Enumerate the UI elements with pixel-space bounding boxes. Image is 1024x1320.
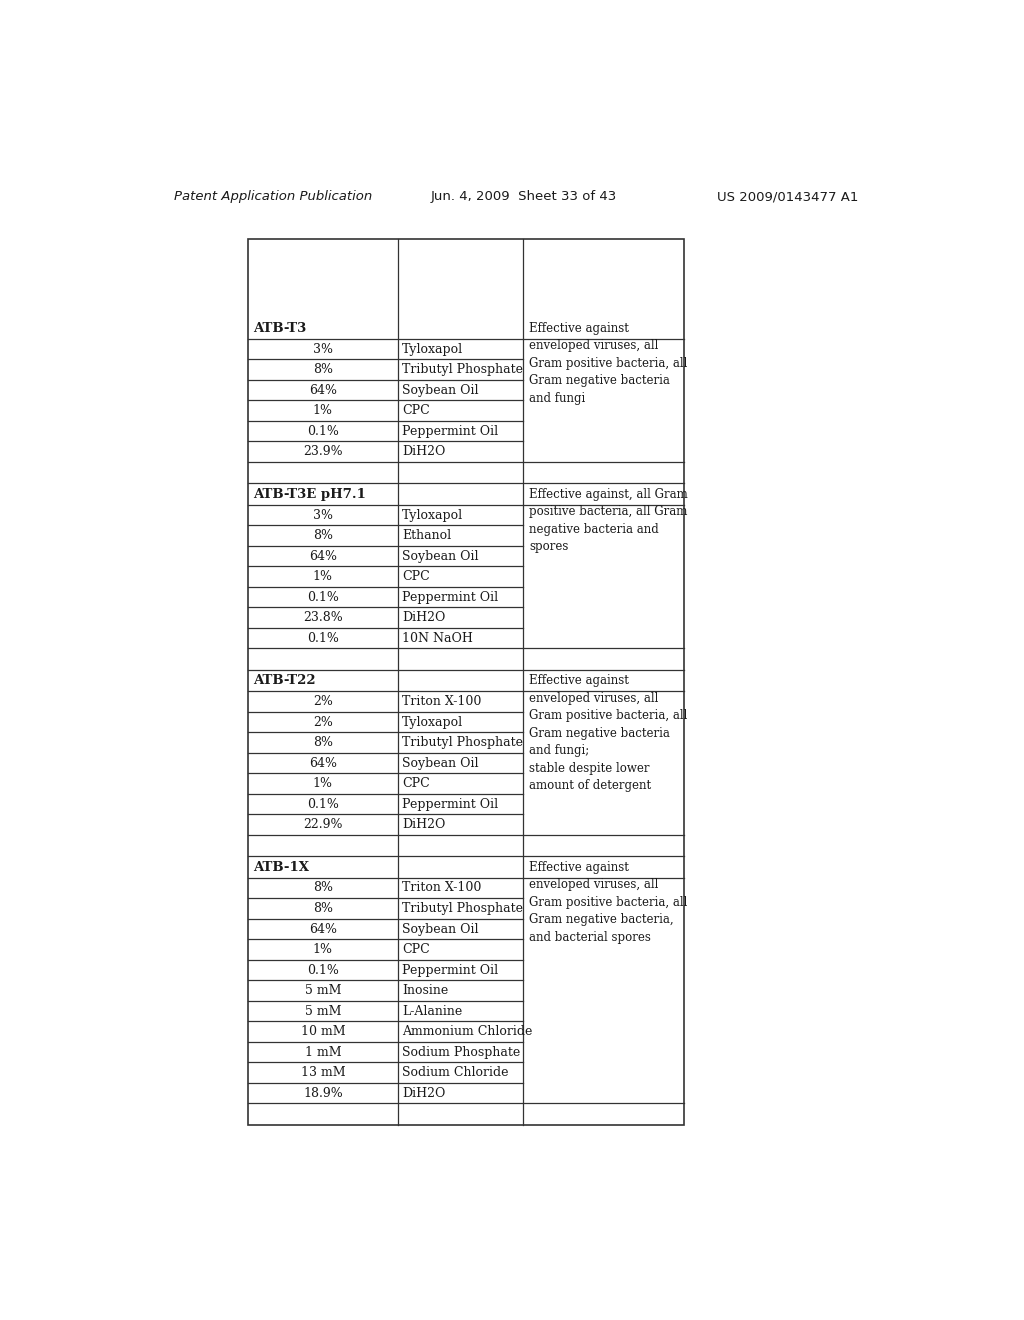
Text: Peppermint Oil: Peppermint Oil bbox=[402, 964, 499, 977]
Text: 1 mM: 1 mM bbox=[304, 1045, 341, 1059]
Text: 3%: 3% bbox=[313, 343, 333, 355]
Text: 64%: 64% bbox=[309, 549, 337, 562]
Text: Triton X-100: Triton X-100 bbox=[402, 696, 481, 708]
Bar bbox=[248, 239, 684, 1125]
Text: Soybean Oil: Soybean Oil bbox=[402, 756, 479, 770]
Text: CPC: CPC bbox=[402, 777, 430, 791]
Text: Jun. 4, 2009  Sheet 33 of 43: Jun. 4, 2009 Sheet 33 of 43 bbox=[430, 190, 616, 203]
Text: 2%: 2% bbox=[313, 696, 333, 708]
Text: Triton X-100: Triton X-100 bbox=[402, 882, 481, 895]
Text: DiH2O: DiH2O bbox=[402, 1086, 445, 1100]
Text: 8%: 8% bbox=[313, 363, 333, 376]
Text: 8%: 8% bbox=[313, 882, 333, 895]
Text: CPC: CPC bbox=[402, 570, 430, 583]
Text: 8%: 8% bbox=[313, 902, 333, 915]
Text: Sodium Chloride: Sodium Chloride bbox=[402, 1067, 509, 1078]
Text: Tributyl Phosphate: Tributyl Phosphate bbox=[402, 902, 523, 915]
Text: 10 mM: 10 mM bbox=[301, 1026, 345, 1038]
Text: 1%: 1% bbox=[313, 570, 333, 583]
Text: DiH2O: DiH2O bbox=[402, 818, 445, 832]
Text: 0.1%: 0.1% bbox=[307, 964, 339, 977]
Text: 0.1%: 0.1% bbox=[307, 631, 339, 644]
Text: Peppermint Oil: Peppermint Oil bbox=[402, 590, 499, 603]
Text: CPC: CPC bbox=[402, 404, 430, 417]
Text: 64%: 64% bbox=[309, 756, 337, 770]
Text: 5 mM: 5 mM bbox=[305, 983, 341, 997]
Text: ATB-T22: ATB-T22 bbox=[253, 675, 315, 686]
Text: 3%: 3% bbox=[313, 508, 333, 521]
Text: Peppermint Oil: Peppermint Oil bbox=[402, 425, 499, 438]
Text: Inosine: Inosine bbox=[402, 983, 449, 997]
Text: 22.9%: 22.9% bbox=[303, 818, 343, 832]
Text: 1%: 1% bbox=[313, 942, 333, 956]
Text: Ethanol: Ethanol bbox=[402, 529, 452, 543]
Text: Soybean Oil: Soybean Oil bbox=[402, 923, 479, 936]
Text: CPC: CPC bbox=[402, 942, 430, 956]
Text: 64%: 64% bbox=[309, 923, 337, 936]
Text: 64%: 64% bbox=[309, 384, 337, 396]
Text: DiH2O: DiH2O bbox=[402, 611, 445, 624]
Text: Tributyl Phosphate: Tributyl Phosphate bbox=[402, 363, 523, 376]
Text: Tyloxapol: Tyloxapol bbox=[402, 715, 464, 729]
Text: US 2009/0143477 A1: US 2009/0143477 A1 bbox=[717, 190, 858, 203]
Text: 8%: 8% bbox=[313, 737, 333, 748]
Text: ATB-T3E pH7.1: ATB-T3E pH7.1 bbox=[253, 487, 366, 500]
Text: Effective against
enveloped viruses, all
Gram positive bacteria, all
Gram negati: Effective against enveloped viruses, all… bbox=[529, 675, 688, 792]
Text: DiH2O: DiH2O bbox=[402, 445, 445, 458]
Text: 8%: 8% bbox=[313, 529, 333, 543]
Text: 0.1%: 0.1% bbox=[307, 425, 339, 438]
Text: 23.9%: 23.9% bbox=[303, 445, 343, 458]
Text: Tyloxapol: Tyloxapol bbox=[402, 343, 464, 355]
Text: ATB-1X: ATB-1X bbox=[253, 861, 309, 874]
Text: 18.9%: 18.9% bbox=[303, 1086, 343, 1100]
Text: Soybean Oil: Soybean Oil bbox=[402, 384, 479, 396]
Text: 1%: 1% bbox=[313, 777, 333, 791]
Text: 10N NaOH: 10N NaOH bbox=[402, 631, 473, 644]
Text: Tyloxapol: Tyloxapol bbox=[402, 508, 464, 521]
Text: Effective against, all Gram
positive bacteria, all Gram
negative bacteria and
sp: Effective against, all Gram positive bac… bbox=[529, 488, 688, 553]
Text: ATB-T3: ATB-T3 bbox=[253, 322, 306, 334]
Text: L-Alanine: L-Alanine bbox=[402, 1005, 463, 1018]
Text: Ammonium Chloride: Ammonium Chloride bbox=[402, 1026, 532, 1038]
Text: 13 mM: 13 mM bbox=[301, 1067, 345, 1078]
Text: 0.1%: 0.1% bbox=[307, 797, 339, 810]
Text: 2%: 2% bbox=[313, 715, 333, 729]
Text: 1%: 1% bbox=[313, 404, 333, 417]
Text: 0.1%: 0.1% bbox=[307, 590, 339, 603]
Text: Effective against
enveloped viruses, all
Gram positive bacteria, all
Gram negati: Effective against enveloped viruses, all… bbox=[529, 322, 688, 405]
Text: Tributyl Phosphate: Tributyl Phosphate bbox=[402, 737, 523, 748]
Text: Effective against
enveloped viruses, all
Gram positive bacteria, all
Gram negati: Effective against enveloped viruses, all… bbox=[529, 861, 688, 944]
Text: Sodium Phosphate: Sodium Phosphate bbox=[402, 1045, 520, 1059]
Text: Patent Application Publication: Patent Application Publication bbox=[174, 190, 373, 203]
Text: 5 mM: 5 mM bbox=[305, 1005, 341, 1018]
Text: Peppermint Oil: Peppermint Oil bbox=[402, 797, 499, 810]
Text: Soybean Oil: Soybean Oil bbox=[402, 549, 479, 562]
Text: 23.8%: 23.8% bbox=[303, 611, 343, 624]
